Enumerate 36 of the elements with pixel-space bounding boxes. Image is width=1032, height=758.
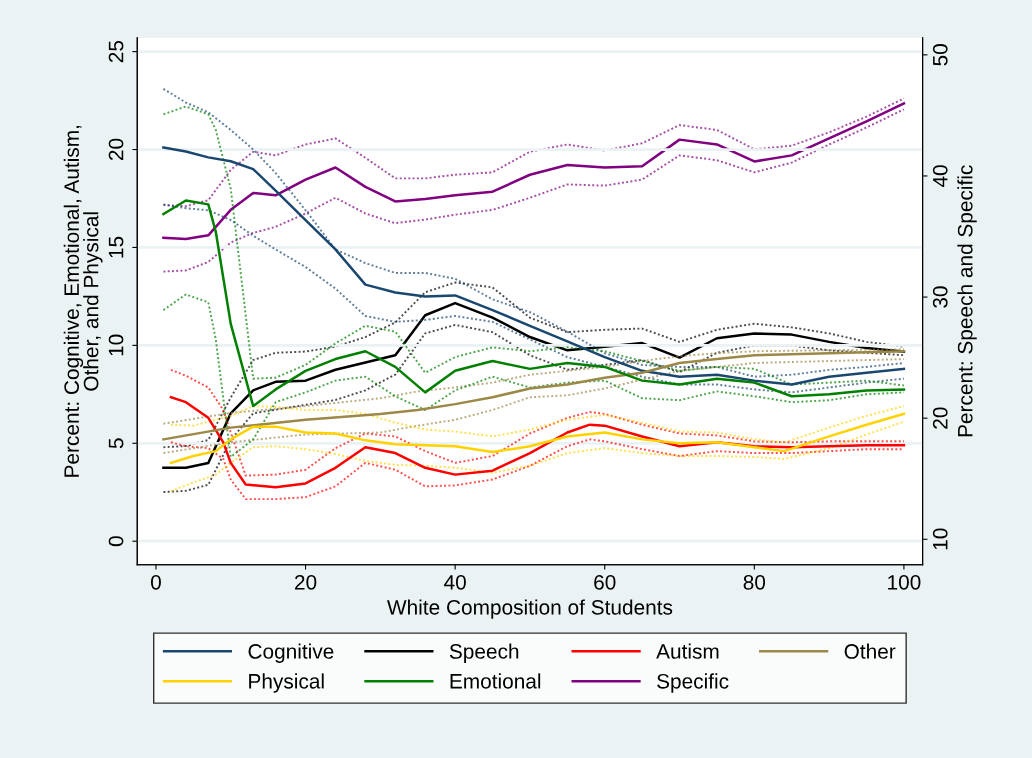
x-tick-label: 20 <box>295 574 317 590</box>
y2-tick-label: 30 <box>932 286 948 308</box>
line-series <box>162 323 905 494</box>
line-series <box>162 102 906 241</box>
x-tick-label: 100 <box>888 574 921 590</box>
x-tick-label: 80 <box>743 574 766 590</box>
line-series <box>169 412 906 465</box>
legend-label: Autism <box>656 643 719 659</box>
legend-label: Emotional <box>450 673 541 689</box>
y2-tick-label: 50 <box>932 44 948 66</box>
y-tick-label: 20 <box>108 138 124 161</box>
y-tick-label: 25 <box>108 40 124 63</box>
x-tick-label: 0 <box>150 574 161 590</box>
line-series <box>169 420 905 493</box>
legend-label: Cognitive <box>248 643 334 663</box>
y2-tick-label: 40 <box>932 165 948 188</box>
y-tick-label: 15 <box>108 236 124 258</box>
legend-label: Physical <box>249 673 324 693</box>
line-series <box>169 405 905 444</box>
legend-label: Other <box>844 643 896 659</box>
y2-axis-title: Percent: Speech and Specific <box>957 165 977 437</box>
line-series <box>162 97 905 208</box>
x-tick-label: 40 <box>444 574 466 590</box>
line-series <box>169 368 905 477</box>
y-tick-label: 0 <box>108 536 124 547</box>
line-series <box>162 108 905 273</box>
y2-tick-label: 10 <box>932 528 948 550</box>
x-axis-title: White Composition of Students <box>387 599 673 619</box>
y-tick-label: 10 <box>108 334 124 356</box>
x-tick-label: 60 <box>594 574 616 590</box>
y-tick-label: 5 <box>108 438 124 449</box>
line-series <box>162 358 905 455</box>
y2-tick-label: 20 <box>932 407 948 429</box>
legend-label: Specific <box>657 673 729 693</box>
y-axis-title: Percent: Cognitive, Emotional, Autism, Other, and Physical <box>63 126 103 477</box>
legend-label: Speech <box>449 643 519 663</box>
